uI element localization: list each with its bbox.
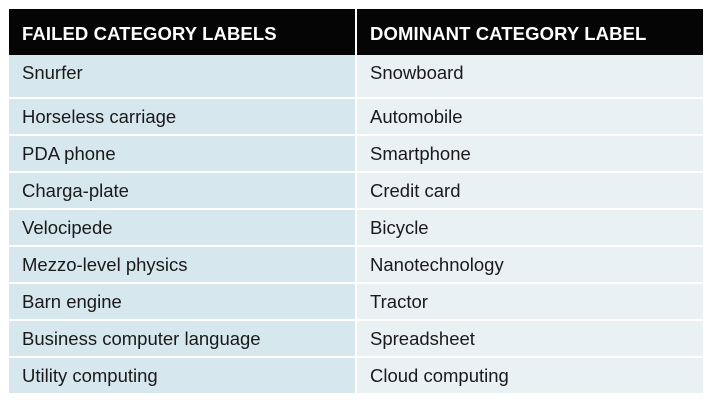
table-row: PDA phone Smartphone [9, 136, 703, 173]
dominant-label-cell: Spreadsheet [357, 321, 703, 356]
dominant-label-cell: Credit card [357, 173, 703, 208]
dominant-label-cell: Cloud computing [357, 358, 703, 393]
failed-label-cell: Barn engine [9, 284, 355, 319]
dominant-label-cell: Automobile [357, 99, 703, 134]
table-row: Snurfer Snowboard [9, 55, 703, 99]
table-row: Horseless carriage Automobile [9, 99, 703, 136]
failed-label-cell: Horseless carriage [9, 99, 355, 134]
table-row: Mezzo-level physics Nanotechnology [9, 247, 703, 284]
dominant-label-cell: Tractor [357, 284, 703, 319]
header-failed-category-labels: FAILED CATEGORY LABELS [9, 9, 355, 55]
failed-label-cell: Snurfer [9, 55, 355, 97]
failed-label-cell: PDA phone [9, 136, 355, 171]
table-row: Charga-plate Credit card [9, 173, 703, 210]
table-header-row: FAILED CATEGORY LABELS DOMINANT CATEGORY… [9, 9, 703, 55]
failed-label-cell: Mezzo-level physics [9, 247, 355, 282]
dominant-label-cell: Bicycle [357, 210, 703, 245]
dominant-label-cell: Smartphone [357, 136, 703, 171]
table-row: Utility computing Cloud computing [9, 358, 703, 395]
failed-label-cell: Utility computing [9, 358, 355, 393]
dominant-label-cell: Snowboard [357, 55, 703, 97]
failed-label-cell: Velocipede [9, 210, 355, 245]
category-labels-table: FAILED CATEGORY LABELS DOMINANT CATEGORY… [9, 9, 703, 395]
table-row: Business computer language Spreadsheet [9, 321, 703, 358]
dominant-label-cell: Nanotechnology [357, 247, 703, 282]
table-row: Velocipede Bicycle [9, 210, 703, 247]
failed-label-cell: Business computer language [9, 321, 355, 356]
header-dominant-category-label: DOMINANT CATEGORY LABEL [357, 9, 703, 55]
table-row: Barn engine Tractor [9, 284, 703, 321]
failed-label-cell: Charga-plate [9, 173, 355, 208]
